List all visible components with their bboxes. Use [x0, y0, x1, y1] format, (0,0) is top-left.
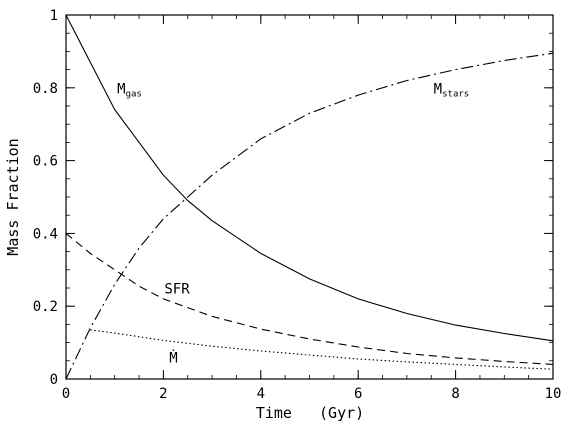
x-tick-label: 2 [159, 386, 167, 402]
x-tick-label: 4 [257, 386, 265, 402]
x-tick-label: 8 [451, 386, 459, 402]
series-line-mgas [65, 14, 554, 342]
series-group [65, 14, 554, 380]
y-tick-label: 0.2 [33, 299, 58, 315]
series-label-sfr: SFR [164, 281, 190, 297]
series-line-mdot [90, 329, 554, 370]
series-line-sfr [65, 232, 554, 365]
series-label-mdot: Ṁ [169, 349, 177, 367]
x-tick-label: 6 [354, 386, 362, 402]
series-labels: Mgas Mstars SFR Ṁ [117, 81, 469, 366]
y-tick-label: 0.4 [33, 226, 58, 242]
x-tick-label: 10 [545, 386, 562, 402]
series-label-mstars: Mstars [434, 81, 470, 99]
series-label-mgas: Mgas [117, 81, 142, 99]
y-tick-label: 0.6 [33, 154, 58, 170]
series-line-mstars [65, 52, 554, 380]
y-tick-label: 0.8 [33, 81, 58, 97]
y-tick-label: 1 [50, 8, 58, 24]
y-tick-label: 0 [50, 372, 58, 388]
axis-ticks: 0 2 4 6 8 10 0 0.2 0.4 0.6 0.8 1 [33, 8, 562, 402]
x-tick-label: 0 [62, 386, 70, 402]
plot-frame [65, 14, 554, 380]
y-axis-label: Mass Fraction [4, 138, 22, 255]
x-axis-label: Time (Gyr) [256, 404, 364, 422]
